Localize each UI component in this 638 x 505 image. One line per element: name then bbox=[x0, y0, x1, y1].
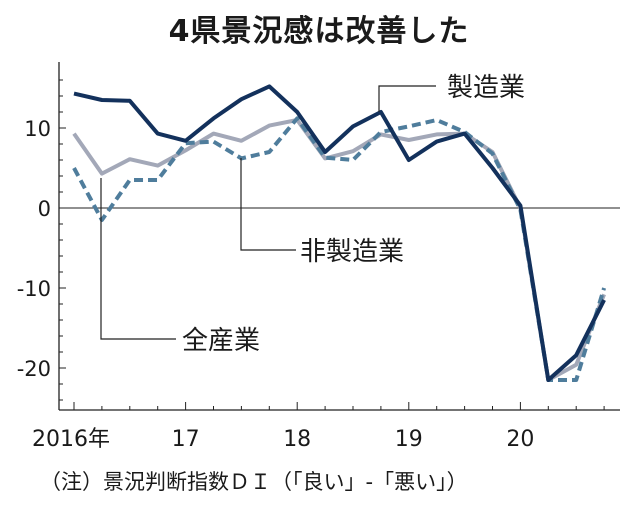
y-tick-label: -20 bbox=[17, 357, 51, 381]
y-tick-label: 0 bbox=[38, 197, 51, 221]
x-tick-label: 17 bbox=[172, 427, 200, 452]
chart-series bbox=[72, 84, 607, 382]
series-leader-line bbox=[100, 178, 176, 340]
series-label: 製造業 bbox=[447, 73, 525, 103]
series-leader-line bbox=[240, 158, 296, 251]
y-tick-label: -10 bbox=[17, 277, 51, 301]
chart-axes: 10 0 -10 -20 2016年 17 18 19 20 bbox=[17, 62, 620, 452]
series-label: 全産業 bbox=[182, 326, 260, 356]
x-tick-label: 19 bbox=[395, 427, 423, 452]
y-tick-label: 10 bbox=[24, 117, 51, 141]
chart-note: （注）景況判断指数ＤＩ（「良い」-「悪い」） bbox=[40, 470, 468, 494]
series-line-0 bbox=[73, 84, 606, 382]
x-tick-label: 18 bbox=[283, 427, 311, 452]
series-label: 非製造業 bbox=[300, 237, 404, 267]
chart-title: 4県景況感は改善した bbox=[168, 14, 470, 49]
series-leader-line bbox=[378, 85, 436, 112]
x-tick-label: 20 bbox=[506, 427, 534, 452]
x-tick-label: 2016年 bbox=[32, 427, 110, 452]
